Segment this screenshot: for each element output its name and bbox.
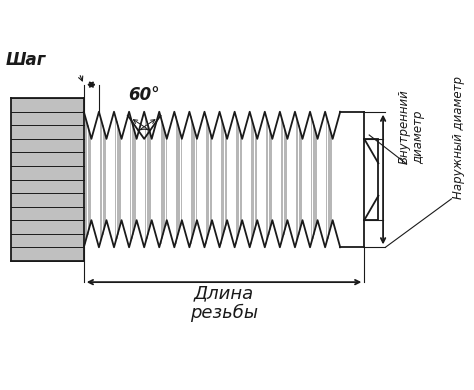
Text: Наружный диаметр: Наружный диаметр — [452, 76, 465, 199]
Text: 60°: 60° — [128, 86, 160, 104]
Text: Шаг: Шаг — [6, 51, 46, 69]
Text: Внутренний
диаметр: Внутренний диаметр — [397, 89, 425, 164]
Bar — [11, 98, 84, 261]
Bar — [364, 139, 378, 220]
Text: резьбы: резьбы — [190, 303, 258, 322]
Bar — [84, 112, 340, 247]
Text: Длина: Длина — [194, 284, 254, 302]
